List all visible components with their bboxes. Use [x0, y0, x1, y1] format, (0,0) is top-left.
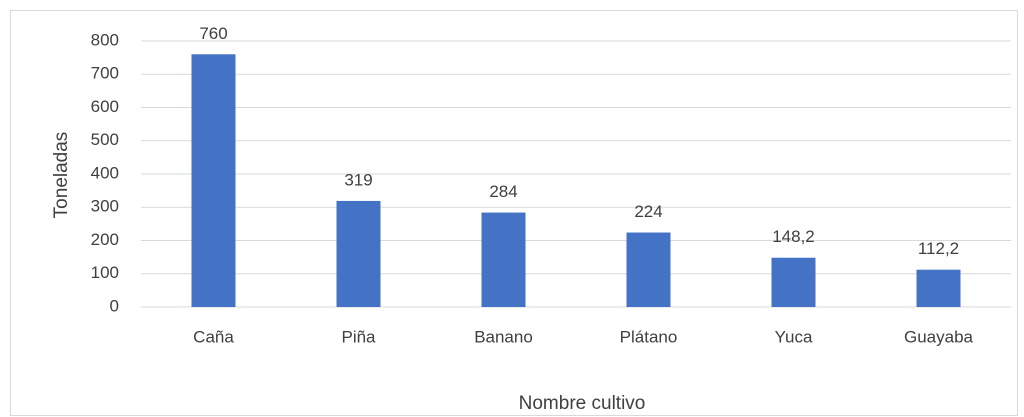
y-axis-title: Toneladas	[51, 132, 72, 219]
bar	[916, 269, 961, 307]
x-axis-title: Nombre cultivo	[519, 393, 646, 414]
bar	[481, 212, 526, 307]
bar	[626, 232, 671, 307]
bar	[191, 54, 236, 307]
x-tick-label: Plátano	[620, 327, 678, 346]
y-tick-label: 200	[91, 230, 119, 249]
data-label: 224	[634, 202, 662, 221]
data-label: 112,2	[918, 239, 959, 258]
y-tick-label: 0	[110, 296, 119, 315]
x-tick-label: Caña	[193, 327, 234, 346]
bar	[771, 257, 816, 307]
x-tick-label: Guayaba	[904, 327, 974, 346]
x-tick-label: Banano	[474, 327, 533, 346]
y-tick-label: 100	[91, 263, 119, 282]
data-label: 148,2	[772, 227, 815, 246]
y-tick-label: 400	[91, 163, 119, 182]
y-tick-label: 300	[91, 197, 119, 216]
y-tick-label: 700	[91, 64, 119, 83]
y-tick-label: 500	[91, 130, 119, 149]
bar	[336, 200, 381, 307]
x-tick-label: Piña	[341, 327, 376, 346]
data-label: 319	[344, 170, 372, 189]
data-label: 760	[199, 24, 227, 43]
y-tick-label: 600	[91, 97, 119, 116]
data-label: 284	[489, 182, 517, 201]
x-tick-label: Yuca	[775, 327, 813, 346]
y-tick-label: 800	[91, 30, 119, 49]
